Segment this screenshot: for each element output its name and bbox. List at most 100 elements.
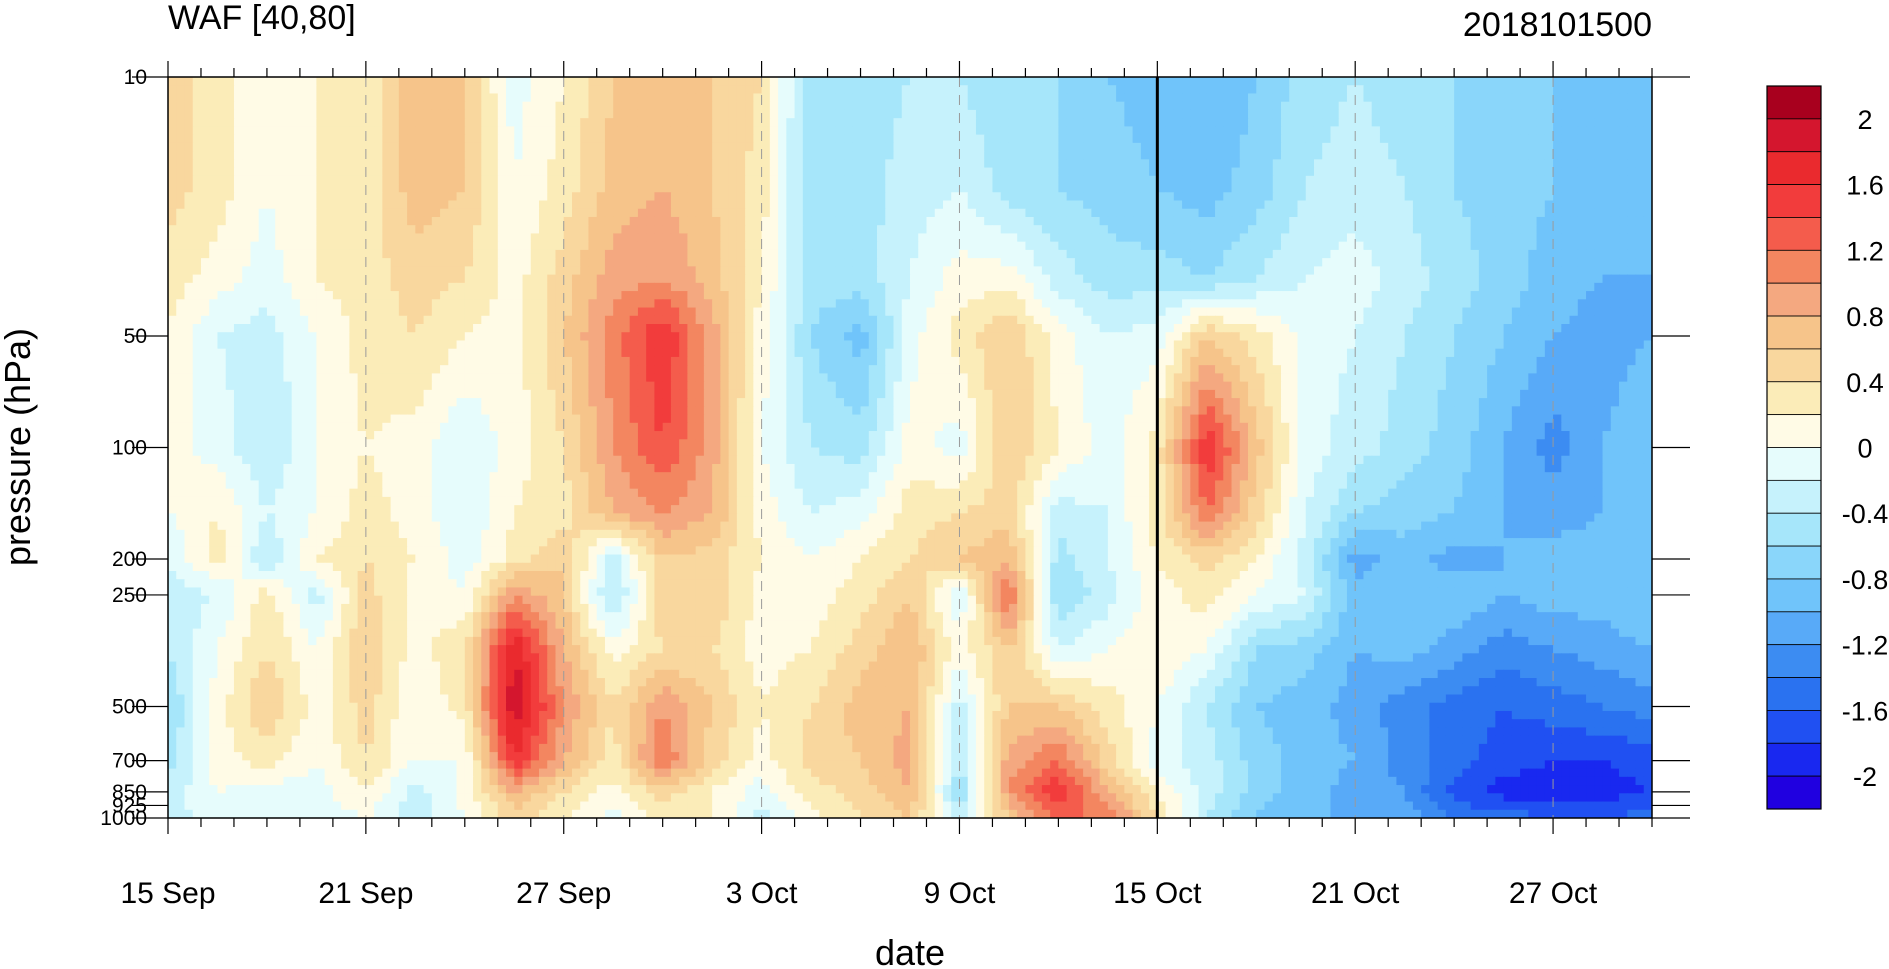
heatmap-cell (679, 134, 688, 144)
heatmap-cell (1396, 101, 1406, 111)
heatmap-cell (1099, 291, 1109, 300)
heatmap-cell (1025, 167, 1035, 177)
heatmap-cell (885, 175, 895, 185)
heatmap-cell (481, 233, 491, 243)
heatmap-cell (349, 291, 359, 300)
heatmap-cell (571, 274, 581, 284)
heatmap-cell (1553, 192, 1562, 202)
heatmap-cell (316, 282, 326, 292)
heatmap-cell (1627, 208, 1637, 218)
heatmap-cell (1602, 167, 1612, 177)
heatmap-cell (1503, 200, 1513, 210)
heatmap-cell (332, 126, 342, 136)
heatmap-cell (168, 258, 177, 267)
heatmap-cell (382, 77, 392, 86)
heatmap-cell (588, 291, 598, 300)
heatmap-cell (918, 233, 928, 243)
heatmap-cell (604, 151, 614, 160)
heatmap-cell (440, 225, 449, 235)
heatmap-cell (786, 258, 796, 267)
heatmap-cell (1429, 101, 1439, 111)
heatmap-cell (1083, 118, 1092, 127)
heatmap-cell (1487, 167, 1496, 177)
heatmap-cell (1421, 101, 1430, 111)
heatmap-cell (926, 151, 936, 160)
heatmap-cell (316, 109, 326, 119)
heatmap-cell (308, 167, 317, 177)
heatmap-cell (1017, 266, 1027, 276)
heatmap-cell (959, 249, 969, 259)
heatmap-cell (1577, 249, 1587, 259)
heatmap-cell (712, 184, 721, 193)
heatmap-cell (571, 151, 581, 160)
heatmap-cell (1000, 258, 1010, 267)
heatmap-cell (1281, 299, 1290, 309)
heatmap-cell (1050, 291, 1059, 300)
heatmap-cell (621, 208, 631, 218)
heatmap-cell (712, 85, 721, 95)
heatmap-cell (1371, 291, 1381, 300)
heatmap-cell (1223, 291, 1233, 300)
heatmap-cell (192, 216, 202, 226)
heatmap-cell (736, 291, 746, 300)
heatmap-cell (316, 225, 326, 235)
heatmap-cell (984, 233, 994, 243)
heatmap-cell (1536, 151, 1546, 160)
heatmap-cell (1346, 216, 1356, 226)
heatmap-cell (918, 200, 928, 210)
heatmap-cell (308, 282, 317, 292)
heatmap-cell (200, 282, 210, 292)
heatmap-cell (1050, 184, 1059, 193)
heatmap-cell (1561, 274, 1571, 284)
heatmap-cell (1248, 109, 1257, 119)
heatmap-cell (1388, 151, 1398, 160)
heatmap-cell (1643, 134, 1652, 144)
heatmap-cell (357, 85, 367, 95)
heatmap-cell (415, 93, 425, 103)
heatmap-cell (1421, 126, 1430, 136)
heatmap-cell (374, 77, 383, 86)
heatmap-cell (1124, 101, 1134, 111)
heatmap-cell (1338, 216, 1348, 226)
heatmap-cell (687, 151, 697, 160)
heatmap-cell (637, 282, 647, 292)
heatmap-cell (365, 77, 375, 86)
heatmap-cell (1330, 93, 1340, 103)
heatmap-cell (299, 175, 309, 185)
heatmap-cell (835, 258, 845, 267)
heatmap-cell (431, 200, 441, 210)
heatmap-cell (745, 282, 754, 292)
heatmap-cell (341, 258, 350, 267)
heatmap-cell (200, 159, 210, 169)
heatmap-cell (168, 77, 177, 86)
heatmap-cell (918, 167, 928, 177)
heatmap-cell (695, 249, 705, 259)
heatmap-cell (1610, 208, 1620, 218)
heatmap-cell (703, 184, 713, 193)
heatmap-cell (217, 126, 227, 136)
heatmap-cell (926, 225, 936, 235)
heatmap-cell (283, 291, 293, 300)
heatmap-cell (1264, 299, 1274, 309)
heatmap-cell (571, 233, 581, 243)
heatmap-cell (1363, 282, 1373, 292)
heatmap-cell (769, 282, 779, 292)
heatmap-cell (1157, 208, 1167, 218)
heatmap-cell (1355, 216, 1365, 226)
heatmap-cell (390, 192, 400, 202)
heatmap-cell (1355, 151, 1365, 160)
heatmap-cell (679, 184, 688, 193)
heatmap-cell (1520, 266, 1529, 276)
heatmap-cell (1231, 126, 1241, 136)
heatmap-cell (316, 200, 326, 210)
heatmap-cell (242, 167, 252, 177)
heatmap-cell (448, 77, 458, 86)
heatmap-cell (168, 175, 177, 185)
heatmap-cell (868, 225, 878, 235)
heatmap-cell (349, 225, 359, 235)
heatmap-cell (571, 249, 581, 259)
heatmap-cell (1536, 184, 1546, 193)
heatmap-cell (1569, 249, 1579, 259)
heatmap-cell (679, 167, 688, 177)
heatmap-cell (308, 109, 317, 119)
